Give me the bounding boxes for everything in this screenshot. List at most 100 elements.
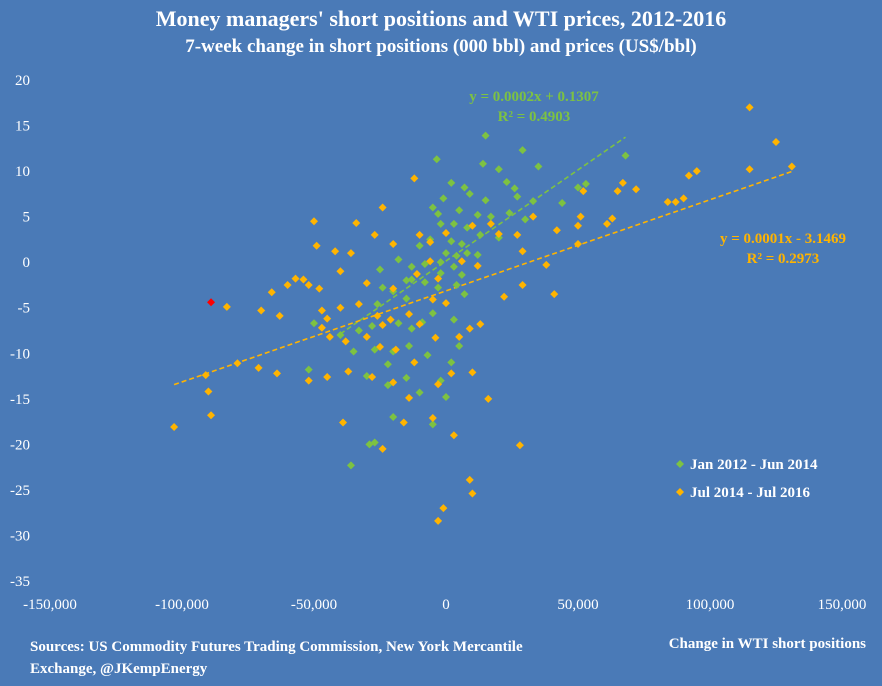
data-point-series-2: [346, 249, 355, 258]
chart-title: Money managers' short positions and WTI …: [155, 6, 727, 31]
data-point-series-2: [254, 363, 263, 372]
data-point-series-1: [455, 206, 464, 215]
data-point-series-2: [386, 315, 395, 324]
data-point-series-2: [315, 284, 324, 293]
data-point-series-1: [505, 208, 514, 217]
data-point-series-1: [407, 275, 416, 284]
data-point-series-2: [603, 219, 612, 228]
data-point-series-2: [368, 372, 377, 381]
data-point-series-2: [476, 320, 485, 329]
data-point-series-2: [376, 342, 384, 351]
data-point-series-2: [494, 229, 503, 238]
data-point-series-2: [323, 372, 332, 381]
data-point-series-2: [679, 194, 688, 203]
data-point-series-2: [291, 274, 300, 283]
data-point-series-2: [415, 230, 424, 239]
data-point-series-2: [500, 292, 509, 301]
data-point-series-1: [439, 194, 448, 203]
data-point-series-1: [349, 347, 358, 356]
data-point-series-1: [481, 196, 490, 205]
data-point-series-2: [412, 270, 421, 279]
data-point-series-2: [370, 230, 379, 239]
data-point-series-2: [428, 295, 437, 304]
data-point-series-1: [310, 319, 318, 328]
data-point-series-1: [434, 209, 443, 218]
data-point-series-2: [608, 214, 617, 223]
data-point-series-2: [426, 238, 435, 247]
data-point-series-2: [663, 198, 672, 207]
data-point-series-2: [574, 239, 582, 248]
x-tick-label: 150,000: [818, 597, 867, 613]
y-tick-label: -20: [10, 437, 30, 453]
data-point-series-1: [494, 165, 503, 174]
y-tick-label: 15: [15, 119, 30, 135]
data-point-series-1: [407, 324, 416, 333]
data-point-series-2: [170, 423, 179, 432]
x-tick-label: 0: [442, 597, 450, 613]
data-point-series-2: [428, 413, 437, 422]
data-point-series-2: [579, 187, 588, 196]
data-point-series-2: [222, 302, 231, 311]
data-point-series-1: [486, 212, 495, 221]
trendline-equation-1: y = 0.0002x + 0.1307: [469, 89, 599, 105]
data-point-series-2: [204, 387, 213, 396]
data-point-series-2: [304, 376, 313, 385]
data-point-series-2: [745, 103, 754, 112]
data-point-series-1: [362, 372, 371, 381]
data-point-series-2: [787, 162, 796, 171]
data-point-series-2: [684, 171, 693, 180]
data-point-series-2: [468, 221, 477, 230]
data-point-series-2: [331, 247, 340, 256]
data-point-series-1: [518, 146, 527, 155]
data-point-series-1: [534, 162, 543, 171]
y-tick-label: 10: [15, 164, 30, 180]
data-point-series-1: [402, 294, 411, 303]
data-point-series-1: [420, 260, 429, 269]
data-point-series-2: [518, 247, 527, 256]
data-point-series-2: [344, 367, 353, 376]
data-point-series-1: [447, 237, 456, 246]
data-point-series-1: [434, 283, 443, 292]
data-point-series-2: [405, 393, 414, 402]
data-point-series-1: [383, 360, 392, 369]
data-point-series-2: [352, 219, 361, 228]
data-point-series-2: [378, 203, 387, 212]
data-point-series-2: [745, 165, 754, 174]
data-point-series-1: [449, 262, 458, 271]
data-point-series-2: [207, 411, 216, 420]
data-point-series-2: [518, 280, 527, 289]
trendline-2: [173, 170, 793, 386]
y-tick-label: 5: [23, 210, 31, 226]
data-point-series-2: [431, 333, 440, 342]
data-point-series-1: [415, 388, 424, 397]
data-point-series-2: [304, 280, 313, 289]
data-point-series-2: [468, 368, 477, 377]
data-point-series-2: [275, 311, 284, 320]
legend-marker-1: [676, 460, 684, 468]
source-note: Sources: US Commodity Futures Trading Co…: [30, 639, 523, 677]
data-point-series-1: [481, 131, 490, 140]
data-point-series-2: [468, 489, 477, 498]
data-point-series-1: [383, 381, 392, 390]
data-point-series-1: [370, 438, 379, 447]
data-point-series-2: [389, 239, 398, 248]
data-point-series-1: [370, 345, 379, 354]
data-point-series-1: [346, 461, 355, 470]
data-point-series-1: [415, 241, 424, 250]
data-point-series-2: [339, 418, 348, 427]
y-tick-label: -35: [10, 574, 30, 590]
data-point-series-1: [304, 365, 313, 374]
highlight-point: [207, 298, 216, 307]
data-point-series-1: [354, 326, 363, 335]
legend-label-2: Jul 2014 - Jul 2016: [690, 485, 811, 501]
data-point-series-1: [465, 189, 474, 198]
data-point-series-2: [515, 441, 524, 450]
data-point-series-1: [558, 198, 567, 207]
data-point-series-2: [310, 217, 318, 226]
data-point-series-1: [428, 203, 437, 212]
data-point-series-2: [273, 369, 282, 378]
data-point-series-1: [447, 178, 456, 187]
data-point-series-1: [420, 278, 429, 287]
data-point-series-1: [449, 315, 458, 324]
